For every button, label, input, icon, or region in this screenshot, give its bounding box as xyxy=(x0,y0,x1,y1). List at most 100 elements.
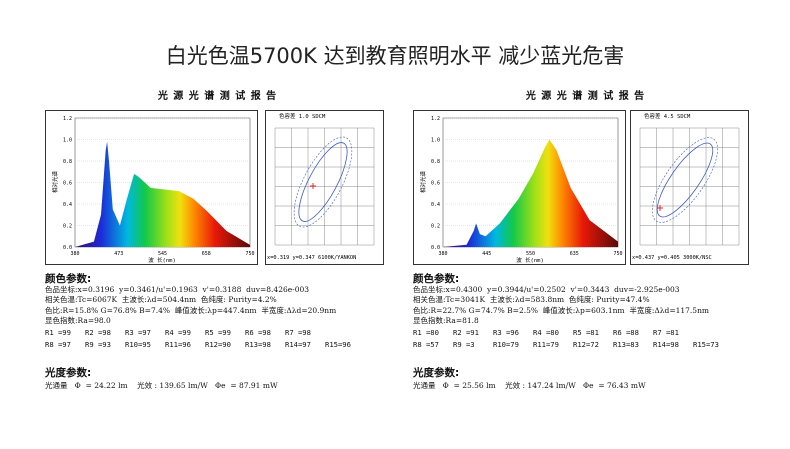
y-tick-label: 0.8 xyxy=(431,159,440,165)
y-axis-label: 相对光谱 xyxy=(51,171,59,194)
y-tick-label: 0.6 xyxy=(63,181,72,187)
ri-value: R13=98 xyxy=(245,339,271,349)
ri-row: R8 =97 R9 =93 R10=95 R11=96 R12=90 R13=98 R14=… xyxy=(45,339,365,351)
param-line: 色比:R=22.7% G=74.7% B=2.5% 峰值波长:λp=603.1n… xyxy=(413,305,710,315)
section-heading: 颜色参数: xyxy=(45,273,92,285)
y-tick-label: 0.0 xyxy=(63,245,72,251)
y-tick-label: 0.6 xyxy=(431,181,440,187)
ri-value: R5 =99 xyxy=(205,327,231,337)
x-tick-label: 635 xyxy=(570,251,579,257)
chroma-label: 色容差 1.0 SDCM xyxy=(279,112,326,120)
ri-value: R7 =98 xyxy=(285,327,311,337)
y-tick-label: 0.0 xyxy=(431,245,440,251)
section-heading: 光度参数: xyxy=(45,367,92,379)
x-tick-label: 658 xyxy=(202,251,211,257)
chroma-label: 色容差 4.5 SDCM xyxy=(644,112,691,120)
x-tick-label: 380 xyxy=(438,251,447,257)
report-header: 光 源 光 谱 测 试 报 告 xyxy=(525,91,646,102)
ri-value: R8 =97 xyxy=(45,339,71,349)
x-axis-label: 波 长(nm) xyxy=(148,256,176,264)
page-title: 白光色温5700K 达到教育照明水平 减少蓝光危害 xyxy=(165,44,625,68)
tolerance-ellipse xyxy=(298,142,348,222)
ri-row: R8 =57 R9 =3 R10=79 R11=79 R12=72 R13=83 R14=9… xyxy=(413,339,733,351)
ri-value: R13=83 xyxy=(613,339,639,349)
ri-value: R14=97 xyxy=(285,339,311,349)
param-line: 相关色温:Tc=6067K 主波长:λd=504.4nm 色纯度: Purity… xyxy=(45,295,277,304)
param-line: 光通量 Φ = 25.56 lm 光效 : 147.24 lm/W Φe = 7… xyxy=(413,380,646,390)
ri-value: R14=98 xyxy=(653,339,679,349)
measured-point xyxy=(657,205,663,211)
report: 光 源 光 谱 测 试 报 告 1.2 1.0 0.8 0.6 0.4 0.2 0.0 380 4… xyxy=(45,80,405,410)
param-line: 显色指数:Ra=81.8 xyxy=(413,316,479,325)
param-line: 相关色温:Tc=3041K 主波长:λd=583.8nm 色纯度: Purity… xyxy=(413,295,650,304)
photometric-params: 光度参数: 光通量 Φ = 25.56 lm 光效 : 147.24 lm/W Φ… xyxy=(413,368,646,391)
param-line: 色比:R=15.8% G=76.8% B=7.4% 峰值波长:λp=447.4n… xyxy=(45,305,337,315)
ri-value: R4 =99 xyxy=(165,327,191,337)
ri-row: R1 =99 R2 =98 R3 =97 R4 =99 R5 =99 R6 =98 R7 =… xyxy=(45,327,365,339)
chroma-panel: 色容差 1.0 SDCM x=0.319 y=0.347 6100K/YANKON xyxy=(265,110,384,265)
chroma-caption: x=0.437 y=0.405 3000K/NSC xyxy=(632,255,712,261)
ri-value: R10=95 xyxy=(125,339,151,349)
ri-value: R3 =96 xyxy=(493,327,519,337)
photometric-params: 光度参数: 光通量 Φ = 24.22 lm 光效 : 139.65 lm/W Φ… xyxy=(45,368,278,391)
chroma-caption: x=0.319 y=0.347 6100K/YANKON xyxy=(267,255,356,261)
ri-value: R8 =57 xyxy=(413,339,439,349)
ri-value: R10=79 xyxy=(493,339,519,349)
ri-value: R12=72 xyxy=(573,339,599,349)
ri-value: R11=96 xyxy=(165,339,191,349)
x-tick-label: 445 xyxy=(482,251,491,257)
ri-value: R15=96 xyxy=(325,339,351,349)
tolerance-ellipse xyxy=(656,142,714,218)
tolerance-ellipse-outer xyxy=(652,137,718,223)
ri-value: R12=90 xyxy=(205,339,231,349)
ri-value: R11=79 xyxy=(533,339,559,349)
ri-value: R5 =81 xyxy=(573,327,599,337)
spectrum-curve xyxy=(443,139,618,247)
chroma-panel: 色容差 4.5 SDCM x=0.437 y=0.405 3000K/NSC xyxy=(630,110,749,265)
ri-value: R7 =81 xyxy=(653,327,679,337)
param-line: 光通量 Φ = 24.22 lm 光效 : 139.65 lm/W Φe = 8… xyxy=(45,380,278,390)
ri-value: R9 =93 xyxy=(85,339,111,349)
ri-value: R2 =98 xyxy=(85,327,111,337)
y-tick-label: 0.2 xyxy=(63,224,72,230)
ri-value: R1 =80 xyxy=(413,327,439,337)
x-tick-label: 750 xyxy=(613,251,622,257)
param-line: 色品坐标:x=0.4300 y=0.3944/u'=0.2502 v'=0.34… xyxy=(413,284,680,294)
report-header: 光 源 光 谱 测 试 报 告 xyxy=(157,91,278,102)
param-line: 显色指数:Ra=98.0 xyxy=(45,316,111,325)
y-tick-label: 0.2 xyxy=(431,224,440,230)
y-tick-label: 1.2 xyxy=(431,116,440,122)
ri-value: R15=73 xyxy=(693,339,719,349)
report: 光 源 光 谱 测 试 报 告 1.2 1.0 0.8 0.6 0.4 0.2 0.0 380 4… xyxy=(413,80,773,410)
ri-value: R9 =3 xyxy=(453,339,475,349)
x-tick-label: 550 xyxy=(526,251,535,257)
ri-value: R4 =80 xyxy=(533,327,559,337)
ri-value: R6 =88 xyxy=(613,327,639,337)
ri-value: R2 =91 xyxy=(453,327,479,337)
y-tick-label: 0.4 xyxy=(431,202,440,208)
ri-value: R1 =99 xyxy=(45,327,71,337)
y-tick-label: 1.0 xyxy=(63,138,72,144)
x-tick-label: 473 xyxy=(114,251,123,257)
color-params: 颜色参数: 色品坐标:x=0.4300 y=0.3944/u'=0.2502 v'… xyxy=(413,274,733,351)
x-axis-label: 波 长(nm) xyxy=(516,256,544,264)
y-tick-label: 1.0 xyxy=(431,138,440,144)
y-axis-label: 相对光谱 xyxy=(419,171,427,194)
section-heading: 光度参数: xyxy=(413,367,460,379)
color-params: 颜色参数: 色品坐标:x=0.3196 y=0.3461/u'=0.1963 v'… xyxy=(45,274,365,351)
y-tick-label: 0.8 xyxy=(63,159,72,165)
x-tick-label: 750 xyxy=(245,251,254,257)
param-line: 色品坐标:x=0.3196 y=0.3461/u'=0.1963 v'=0.31… xyxy=(45,284,310,294)
measured-point xyxy=(310,183,316,189)
section-heading: 颜色参数: xyxy=(413,273,460,285)
y-tick-label: 1.2 xyxy=(63,116,72,122)
x-tick-label: 545 xyxy=(158,251,167,257)
y-tick-label: 0.4 xyxy=(63,202,72,208)
spectrum-curve xyxy=(75,141,250,247)
ri-row: R1 =80 R2 =91 R3 =96 R4 =80 R5 =81 R6 =88 R7 =… xyxy=(413,327,733,339)
ri-value: R3 =97 xyxy=(125,327,151,337)
ri-value: R6 =98 xyxy=(245,327,271,337)
